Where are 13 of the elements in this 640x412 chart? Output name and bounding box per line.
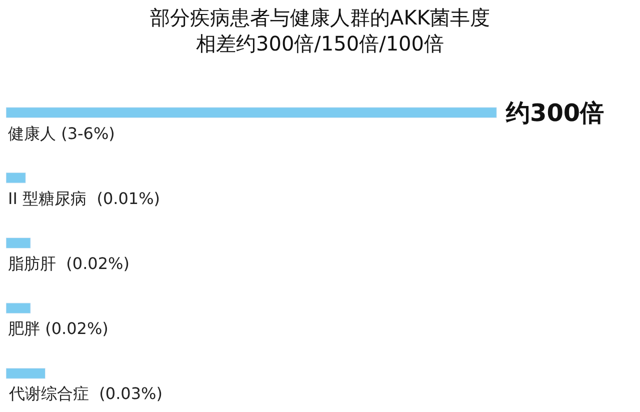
y-tick-label: 脂肪肝 (0.02%) xyxy=(8,254,130,273)
y-tick-label: II 型糖尿病 (0.01%) xyxy=(8,189,160,208)
bar xyxy=(6,107,497,118)
text: 约300倍 xyxy=(505,99,604,127)
bar xyxy=(6,302,31,314)
bar xyxy=(6,238,31,248)
bar xyxy=(6,368,46,379)
bar xyxy=(6,172,26,184)
y-tick-label: 健康人 (3-6%) xyxy=(8,124,115,143)
y-tick-label: 肥胖 (0.02%) xyxy=(8,319,108,338)
y-tick-label: 代谢综合症 (0.03%) xyxy=(8,384,162,403)
chart-subtitle: 相差约300倍/150倍/100倍 xyxy=(196,32,444,56)
chart-title: 部分疾病患者与健康人群的AKK菌丰度 xyxy=(150,6,490,30)
